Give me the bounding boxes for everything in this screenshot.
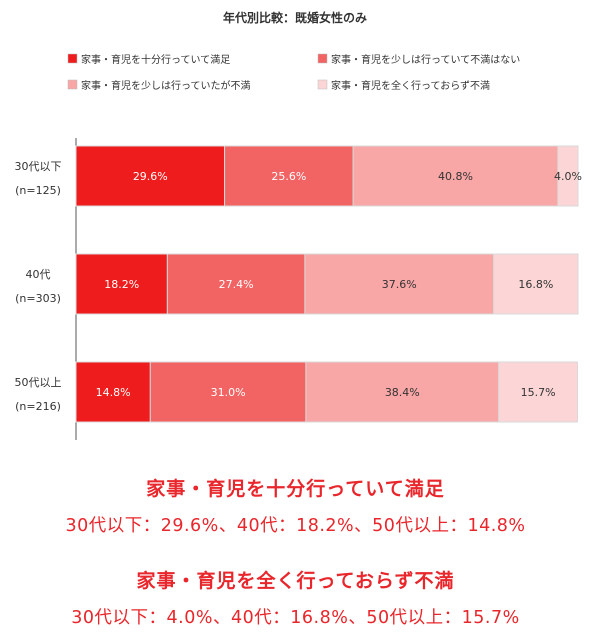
data-label-r1-s1: 29.6%	[133, 170, 168, 183]
bar-segment-r1-s4	[557, 145, 579, 207]
legend-label-3: 家事・育児を少しは行っていたが不満	[81, 79, 251, 92]
data-label-r1-s3: 40.8%	[438, 170, 473, 183]
bar-segment-r3-s2	[149, 361, 307, 423]
summary-heading-satisfied: 家事・育児を十分行っていて満足	[146, 478, 445, 500]
bar-segment-r3-s3	[305, 361, 500, 423]
category-label-2: 40代	[26, 268, 51, 281]
chart-title: 年代別比較：既婚女性のみ	[223, 10, 367, 25]
bar-segment-r1-s1	[75, 145, 226, 207]
legend-swatch-3	[67, 79, 78, 90]
data-label-r3-s3: 38.4%	[385, 386, 420, 399]
data-label-r1-s2: 25.6%	[271, 170, 306, 183]
bar-segment-r2-s3	[304, 253, 495, 315]
data-label-r1-s4: 4.0%	[554, 170, 582, 183]
category-n-label-3: (n=216)	[15, 400, 61, 413]
legend-label-2: 家事・育児を少しは行っていて不満はない	[331, 53, 520, 66]
summary-values-dissatisfied: 30代以下：4.0%、40代：16.8%、50代以上：15.7%	[71, 608, 520, 628]
bar-segment-r1-s3	[352, 145, 559, 207]
summary-heading-dissatisfied: 家事・育児を全く行っておらず不満	[136, 570, 455, 592]
data-label-r3-s1: 14.8%	[96, 386, 131, 399]
data-label-r2-s3: 37.6%	[382, 278, 417, 291]
summary-values-satisfied: 30代以下：29.6%、40代：18.2%、50代以上：14.8%	[65, 516, 526, 536]
data-label-r2-s1: 18.2%	[104, 278, 139, 291]
bar-segment-r2-s1	[75, 253, 168, 315]
legend-swatch-4	[317, 79, 328, 90]
category-n-label-1: (n=125)	[15, 184, 61, 197]
category-n-label-2: (n=303)	[15, 292, 61, 305]
data-label-r3-s4: 15.7%	[521, 386, 556, 399]
bar-segment-r1-s2	[224, 145, 354, 207]
bar-segment-r2-s2	[166, 253, 306, 315]
bar-segment-r2-s4	[493, 253, 579, 315]
legend-label-4: 家事・育児を全く行っておらず不満	[331, 79, 490, 92]
bar-segment-r3-s4	[498, 361, 578, 423]
legend-label-1: 家事・育児を十分行っていて満足	[81, 53, 230, 66]
data-label-r3-s2: 31.0%	[211, 386, 246, 399]
category-label-3: 50代以上	[15, 376, 62, 389]
category-label-1: 30代以下	[15, 160, 62, 173]
data-label-r2-s2: 27.4%	[219, 278, 254, 291]
legend-swatch-2	[317, 53, 328, 64]
legend-swatch-1	[67, 53, 78, 64]
data-label-r2-s4: 16.8%	[518, 278, 553, 291]
